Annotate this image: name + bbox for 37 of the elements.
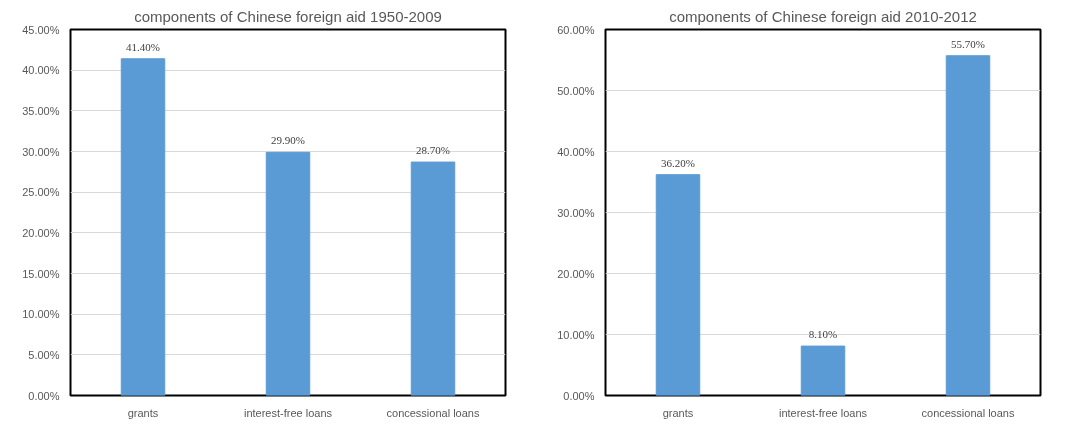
data-label: 8.10% bbox=[808, 328, 838, 341]
bar bbox=[120, 58, 166, 396]
data-label: 29.90% bbox=[271, 134, 305, 147]
y-tick-label: 0.00% bbox=[28, 389, 60, 402]
bar bbox=[800, 345, 846, 396]
y-tick-label: 60.00% bbox=[557, 23, 595, 36]
chart-title: components of Chinese foreign aid 1950-2009 bbox=[134, 7, 442, 25]
y-tick-label: 25.00% bbox=[22, 186, 60, 199]
bar bbox=[410, 161, 456, 396]
y-tick-label: 40.00% bbox=[22, 64, 60, 77]
x-tick-label: concessional loans bbox=[386, 406, 480, 419]
data-label: 55.70% bbox=[951, 37, 985, 50]
x-tick-label: interest-free loans bbox=[243, 406, 333, 419]
bar bbox=[265, 151, 311, 396]
y-tick-label: 20.00% bbox=[557, 267, 595, 280]
y-tick-label: 45.00% bbox=[22, 23, 60, 36]
x-tick-label: interest-free loans bbox=[778, 406, 868, 419]
y-tick-label: 5.00% bbox=[28, 348, 60, 361]
y-tick-label: 40.00% bbox=[557, 145, 595, 158]
y-tick-label: 20.00% bbox=[22, 226, 60, 239]
bar bbox=[655, 174, 701, 396]
data-label: 41.40% bbox=[126, 40, 160, 53]
y-tick-label: 15.00% bbox=[22, 267, 60, 280]
chart-title: components of Chinese foreign aid 2010-2012 bbox=[669, 7, 977, 25]
y-tick-label: 30.00% bbox=[557, 206, 595, 219]
y-tick-label: 50.00% bbox=[557, 84, 595, 97]
x-tick-label: grants bbox=[127, 406, 159, 419]
bar bbox=[945, 55, 991, 396]
y-tick-label: 35.00% bbox=[22, 104, 60, 117]
y-tick-label: 0.00% bbox=[563, 389, 595, 402]
data-label: 28.70% bbox=[416, 144, 450, 157]
data-label: 36.20% bbox=[661, 156, 695, 169]
y-tick-label: 30.00% bbox=[22, 145, 60, 158]
y-tick-label: 10.00% bbox=[557, 328, 595, 341]
x-tick-label: grants bbox=[662, 406, 694, 419]
x-tick-label: concessional loans bbox=[921, 406, 1015, 419]
y-tick-label: 10.00% bbox=[22, 308, 60, 321]
